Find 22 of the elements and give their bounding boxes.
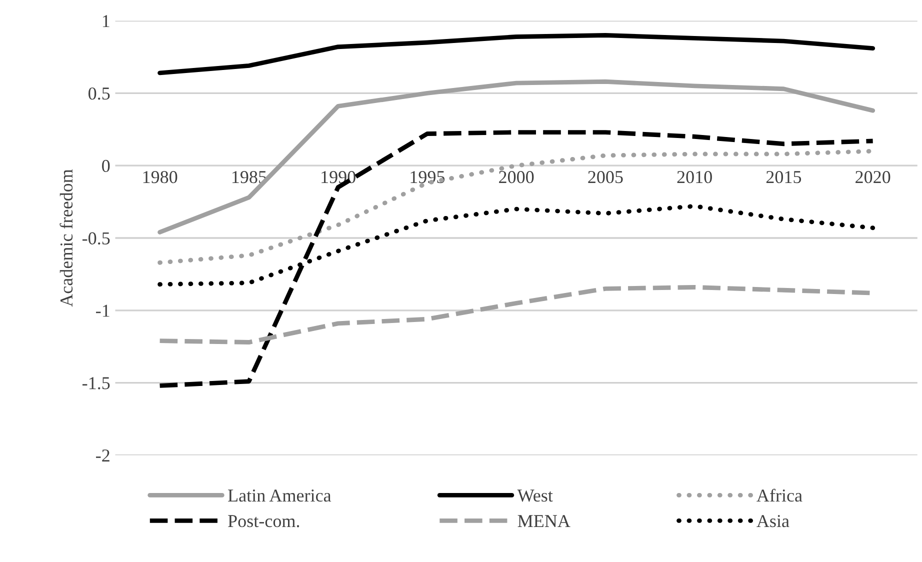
- x-tick-label: 2020: [856, 170, 890, 184]
- legend-label: Asia: [756, 515, 790, 528]
- y-axis-title: Academic freedom: [60, 169, 73, 307]
- legend-label: MENA: [518, 515, 570, 527]
- legend-label: Africa: [756, 488, 802, 502]
- y-tick-label: -0.5: [82, 232, 110, 245]
- x-tick-label: 2000: [499, 170, 534, 184]
- y-tick-label: 0.5: [88, 87, 110, 100]
- line-series: [158, 33, 876, 76]
- x-tick-label: 2010: [677, 170, 712, 184]
- x-tick-label: 1995: [410, 171, 445, 184]
- legend-label: Latin America: [228, 490, 332, 502]
- x-tick-label: 2005: [588, 170, 623, 184]
- x-tick-label: 1980: [143, 170, 178, 184]
- y-tick-label: 1: [102, 15, 110, 28]
- legend-label: West: [517, 490, 553, 502]
- y-tick-label: -2: [96, 450, 110, 462]
- y-tick-label: -1.5: [82, 377, 110, 390]
- y-tick-label: -1: [96, 304, 110, 317]
- y-tick-label: 0: [102, 160, 110, 172]
- legend-label: Post-com.: [228, 515, 300, 528]
- x-tick-label: 2015: [766, 170, 802, 184]
